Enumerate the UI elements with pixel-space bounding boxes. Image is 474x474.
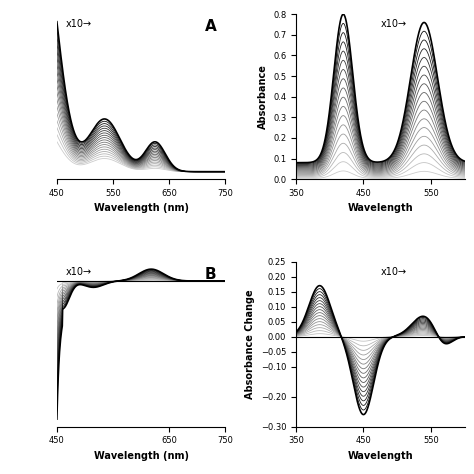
- X-axis label: Wavelength: Wavelength: [347, 451, 413, 461]
- Text: x10→: x10→: [380, 19, 406, 29]
- X-axis label: Wavelength (nm): Wavelength (nm): [93, 203, 189, 213]
- Text: x10→: x10→: [65, 19, 91, 29]
- Text: B: B: [205, 266, 217, 282]
- X-axis label: Wavelength: Wavelength: [347, 203, 413, 213]
- Y-axis label: Absorbance Change: Absorbance Change: [246, 289, 255, 399]
- Text: A: A: [205, 19, 217, 34]
- Text: x10→: x10→: [380, 266, 406, 277]
- X-axis label: Wavelength (nm): Wavelength (nm): [93, 451, 189, 461]
- Y-axis label: Absorbance: Absorbance: [257, 64, 267, 129]
- Text: x10→: x10→: [65, 266, 91, 277]
